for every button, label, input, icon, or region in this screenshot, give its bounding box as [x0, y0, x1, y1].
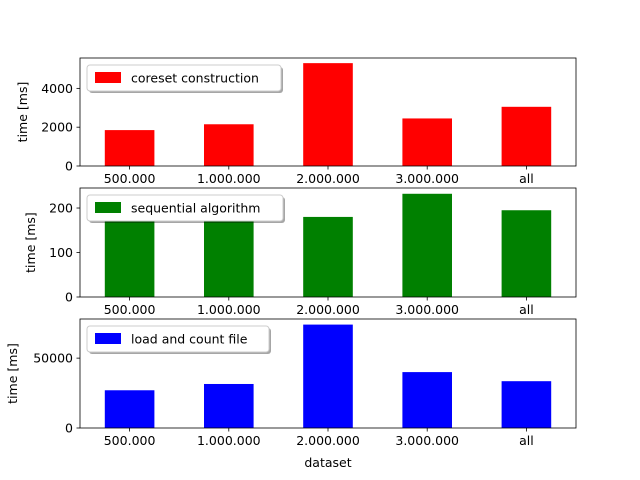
x-tick-label: 500.000 — [104, 433, 156, 448]
bar-2000000 — [303, 216, 353, 297]
subplot-1: 500.000 1.000.000 2.000.000 3.000.000 all 0 20… — [15, 57, 577, 186]
x-tick-label: all — [519, 433, 534, 448]
bar-1000000 — [204, 383, 254, 428]
x-tick-label: 2.000.000 — [296, 171, 360, 186]
y-tick-label: 0 — [65, 290, 73, 305]
legend-box — [86, 64, 282, 92]
legend-box — [86, 194, 284, 222]
legend-swatch — [95, 333, 121, 344]
x-tick-label: 500.000 — [104, 302, 156, 317]
legend: load and count file — [86, 325, 271, 354]
x-tick-label: 3.000.000 — [395, 433, 459, 448]
x-tick-label: 500.000 — [104, 171, 156, 186]
bar-500000 — [104, 215, 155, 297]
x-axis-label: dataset — [304, 455, 351, 470]
bar-3000000 — [402, 118, 452, 166]
bar-all — [501, 106, 552, 166]
bar-1000000 — [204, 220, 254, 297]
x-tick-label: 2.000.000 — [296, 302, 360, 317]
y-tick-label: 4000 — [41, 81, 73, 96]
y-tick-label: 0 — [65, 421, 73, 436]
bar-2000000 — [303, 63, 353, 166]
legend: sequential algorithm — [86, 194, 285, 223]
legend-label: coreset construction — [131, 71, 259, 86]
legend-label: load and count file — [131, 332, 248, 347]
subplot-3: 500.000 1.000.000 2.000.000 3.000.000 all 0 50… — [5, 318, 577, 470]
x-tick-label: 2.000.000 — [296, 433, 360, 448]
bar-all — [501, 210, 552, 297]
legend-swatch — [95, 202, 121, 213]
x-tick-label: all — [519, 171, 534, 186]
legend-swatch — [95, 72, 121, 83]
y-tick-label: 200 — [49, 201, 73, 216]
x-tick-label: 1.000.000 — [197, 171, 261, 186]
bar-1000000 — [204, 124, 254, 166]
x-tick-label: all — [519, 302, 534, 317]
y-tick-label: 2000 — [41, 120, 73, 135]
bar-3000000 — [402, 193, 452, 297]
y-axis-label: time [ms] — [23, 212, 38, 273]
x-tick-label: 1.000.000 — [197, 433, 261, 448]
x-tick-label: 3.000.000 — [395, 302, 459, 317]
y-axis-label: time [ms] — [5, 343, 20, 404]
y-tick-label: 50000 — [33, 351, 73, 366]
y-tick-label: 0 — [65, 159, 73, 174]
bar-500000 — [104, 130, 155, 166]
subplot-2: 500.000 1.000.000 2.000.000 3.000.000 all 0 10… — [23, 187, 577, 317]
legend-label: sequential algorithm — [131, 201, 260, 216]
legend-box — [86, 325, 270, 353]
x-tick-label: 3.000.000 — [395, 171, 459, 186]
legend: coreset construction — [86, 64, 283, 93]
x-tick-label: 1.000.000 — [197, 302, 261, 317]
y-tick-label: 100 — [49, 245, 73, 260]
bar-2000000 — [303, 324, 353, 428]
y-axis-label: time [ms] — [15, 82, 30, 143]
bar-3000000 — [402, 372, 452, 428]
bar-500000 — [104, 390, 155, 428]
bar-all — [501, 381, 552, 428]
